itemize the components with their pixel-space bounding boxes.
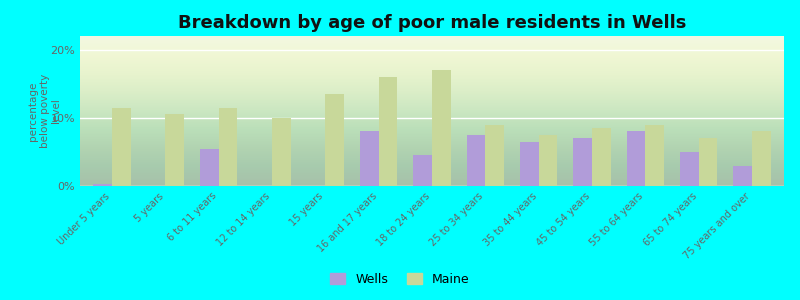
Bar [466, 135, 486, 186]
Bar [378, 77, 398, 186]
Bar [432, 70, 450, 186]
Bar [752, 131, 770, 186]
Bar [646, 124, 664, 186]
Bar [326, 94, 344, 186]
Bar [520, 142, 538, 186]
Y-axis label: percentage
below poverty
level: percentage below poverty level [28, 74, 62, 148]
Bar [360, 131, 378, 186]
Legend: Wells, Maine: Wells, Maine [326, 268, 474, 291]
Bar [626, 131, 646, 186]
Bar [112, 108, 130, 186]
Bar [592, 128, 610, 186]
Bar [218, 108, 238, 186]
Bar [166, 114, 184, 186]
Bar [414, 155, 432, 186]
Bar [486, 124, 504, 186]
Bar [538, 135, 558, 186]
Bar [680, 152, 698, 186]
Bar [734, 166, 752, 186]
Bar [94, 184, 112, 186]
Bar [272, 118, 290, 186]
Bar [698, 138, 718, 186]
Title: Breakdown by age of poor male residents in Wells: Breakdown by age of poor male residents … [178, 14, 686, 32]
Bar [200, 148, 218, 186]
Bar [574, 138, 592, 186]
